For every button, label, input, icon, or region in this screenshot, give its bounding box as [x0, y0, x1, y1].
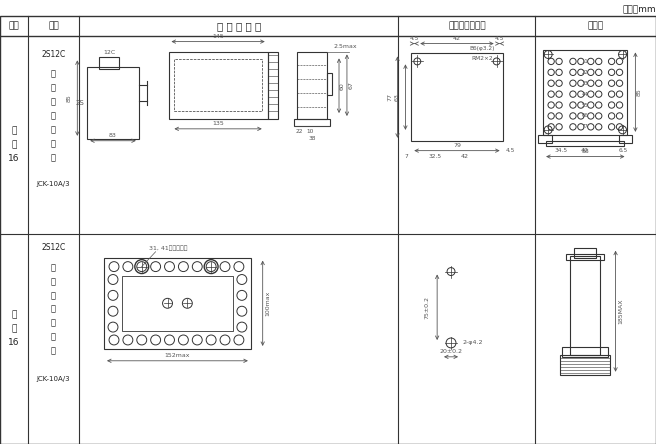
Text: 接: 接 — [51, 139, 56, 148]
Bar — [411, 54, 502, 141]
Bar — [574, 248, 596, 258]
Text: RM2×2: RM2×2 — [471, 56, 493, 61]
Text: 出: 出 — [51, 84, 56, 93]
Bar — [175, 59, 261, 111]
Text: 单位：mm: 单位：mm — [622, 5, 656, 14]
Text: 16: 16 — [8, 339, 20, 347]
Text: 31, 41为电流端子: 31, 41为电流端子 — [149, 245, 187, 251]
Text: 55: 55 — [581, 103, 589, 107]
Text: 安装开孔尺寸图: 安装开孔尺寸图 — [448, 21, 486, 30]
Bar — [327, 73, 332, 95]
Text: 2-φ4.2: 2-φ4.2 — [463, 340, 483, 346]
Text: 凸: 凸 — [51, 263, 56, 272]
Bar — [538, 135, 552, 143]
Text: 67: 67 — [348, 81, 354, 89]
Text: 7: 7 — [404, 154, 408, 159]
Text: 79: 79 — [453, 143, 461, 148]
Text: 83: 83 — [581, 149, 589, 154]
Text: 结构: 结构 — [48, 21, 59, 30]
Text: 接: 接 — [51, 333, 56, 342]
Text: 4.5: 4.5 — [410, 36, 419, 41]
Text: 42: 42 — [453, 36, 461, 41]
Text: 4.5: 4.5 — [495, 36, 504, 41]
Text: 2S12C: 2S12C — [42, 243, 66, 252]
Text: 端子图: 端子图 — [588, 21, 604, 30]
Bar — [122, 276, 233, 331]
Bar — [169, 52, 267, 119]
Text: JCK-10A/3: JCK-10A/3 — [36, 376, 70, 382]
Text: 6.5: 6.5 — [619, 148, 628, 153]
Bar — [544, 50, 628, 135]
Text: 16: 16 — [8, 154, 20, 163]
Text: 11: 11 — [581, 59, 589, 64]
Text: 83: 83 — [109, 133, 117, 138]
Text: 85: 85 — [67, 94, 72, 102]
Text: 60: 60 — [340, 82, 344, 90]
Text: 式: 式 — [51, 291, 56, 300]
Text: 附: 附 — [11, 311, 17, 320]
Text: 85: 85 — [637, 88, 642, 96]
Text: 凸: 凸 — [51, 70, 56, 79]
Text: 135: 135 — [213, 121, 224, 126]
Text: 38: 38 — [308, 136, 316, 141]
Text: 出: 出 — [51, 277, 56, 286]
Text: 77: 77 — [387, 93, 392, 101]
Text: 152max: 152max — [165, 353, 190, 358]
Text: 外 形 尺 寸 图: 外 形 尺 寸 图 — [216, 21, 261, 31]
Text: 42: 42 — [461, 154, 469, 159]
Bar — [104, 258, 251, 349]
Text: 63: 63 — [395, 93, 400, 101]
Text: 线: 线 — [51, 153, 56, 162]
Text: 185MAX: 185MAX — [618, 298, 623, 324]
Text: 板: 板 — [51, 305, 56, 314]
Text: 板: 板 — [51, 112, 56, 120]
Bar — [267, 52, 277, 119]
Text: 10: 10 — [307, 129, 314, 134]
Bar — [562, 347, 608, 357]
Text: 线: 线 — [51, 347, 56, 355]
Text: 42: 42 — [581, 148, 589, 153]
Bar — [566, 254, 604, 260]
Bar — [87, 67, 139, 139]
Bar — [297, 52, 327, 119]
Text: 式: 式 — [51, 98, 56, 107]
Text: 前: 前 — [51, 318, 56, 328]
Text: 77: 77 — [581, 124, 589, 129]
Text: 2S12C: 2S12C — [42, 50, 66, 59]
Text: 100max: 100max — [265, 291, 270, 316]
Text: 32.5: 32.5 — [428, 154, 442, 159]
Text: 44: 44 — [581, 91, 589, 97]
Text: 145: 145 — [213, 34, 224, 39]
Bar — [560, 355, 610, 375]
Text: 4.5: 4.5 — [506, 148, 515, 153]
Bar — [618, 135, 632, 143]
Text: 后: 后 — [51, 125, 56, 134]
Text: 34.5: 34.5 — [555, 148, 567, 153]
Text: 20±0.2: 20±0.2 — [440, 349, 463, 355]
Text: JCK-10A/3: JCK-10A/3 — [36, 182, 70, 187]
Text: 2S: 2S — [76, 100, 85, 106]
Text: 图: 图 — [11, 140, 17, 149]
Bar — [570, 256, 600, 355]
Bar — [546, 141, 624, 146]
Text: 66: 66 — [581, 113, 589, 119]
Text: 2.5max: 2.5max — [333, 44, 357, 49]
Text: 22: 22 — [296, 129, 303, 134]
Text: 图号: 图号 — [9, 21, 19, 30]
Text: 22: 22 — [581, 70, 589, 75]
Text: 12C: 12C — [103, 50, 115, 55]
Text: 33: 33 — [582, 81, 588, 86]
Bar — [99, 58, 119, 70]
Text: B6(φ3.2): B6(φ3.2) — [469, 46, 495, 51]
Text: 75±0.2: 75±0.2 — [425, 296, 430, 319]
Text: 附: 附 — [11, 126, 17, 135]
Bar — [295, 119, 330, 126]
Text: 图: 图 — [11, 325, 17, 334]
